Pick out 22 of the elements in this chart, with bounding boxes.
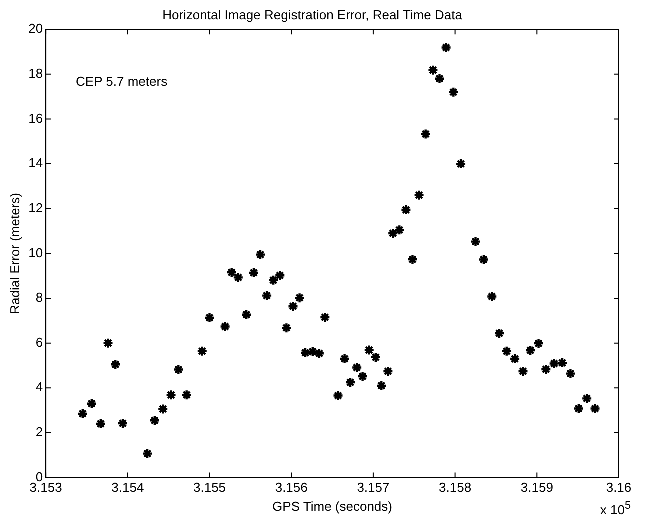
- y-tick-label: 2: [36, 424, 44, 440]
- x-tick-label: 3.158: [439, 480, 472, 496]
- x-tick-label: 3.16: [606, 480, 632, 496]
- y-tick-label: 14: [28, 156, 44, 171]
- x-axis-title: GPS Time (seconds): [272, 498, 392, 514]
- y-tick-label: 12: [28, 200, 44, 216]
- x-tick-label: 3.156: [275, 480, 308, 496]
- x-tick-label: 3.159: [520, 480, 554, 496]
- y-tick-label: 18: [28, 66, 44, 81]
- y-tick-label: 8: [36, 290, 44, 306]
- annotation: CEP 5.7 meters: [76, 74, 168, 89]
- y-tick-label: 10: [28, 245, 44, 260]
- chart-title: Horizontal Image Registration Error, Real Time Data: [162, 7, 464, 22]
- y-tick-label: 16: [28, 110, 44, 126]
- x-tick-label: 3.155: [193, 480, 226, 496]
- x-tick-label: 3.157: [357, 480, 390, 496]
- y-tick-label: 6: [36, 334, 44, 350]
- y-tick-label: 20: [28, 21, 44, 36]
- y-axis-title: Radial Error (meters): [7, 193, 22, 314]
- text: x 10$^{5}$: [600, 500, 631, 518]
- x-tick-label: 3.154: [112, 480, 144, 496]
- y-tick-label: 4: [36, 380, 44, 395]
